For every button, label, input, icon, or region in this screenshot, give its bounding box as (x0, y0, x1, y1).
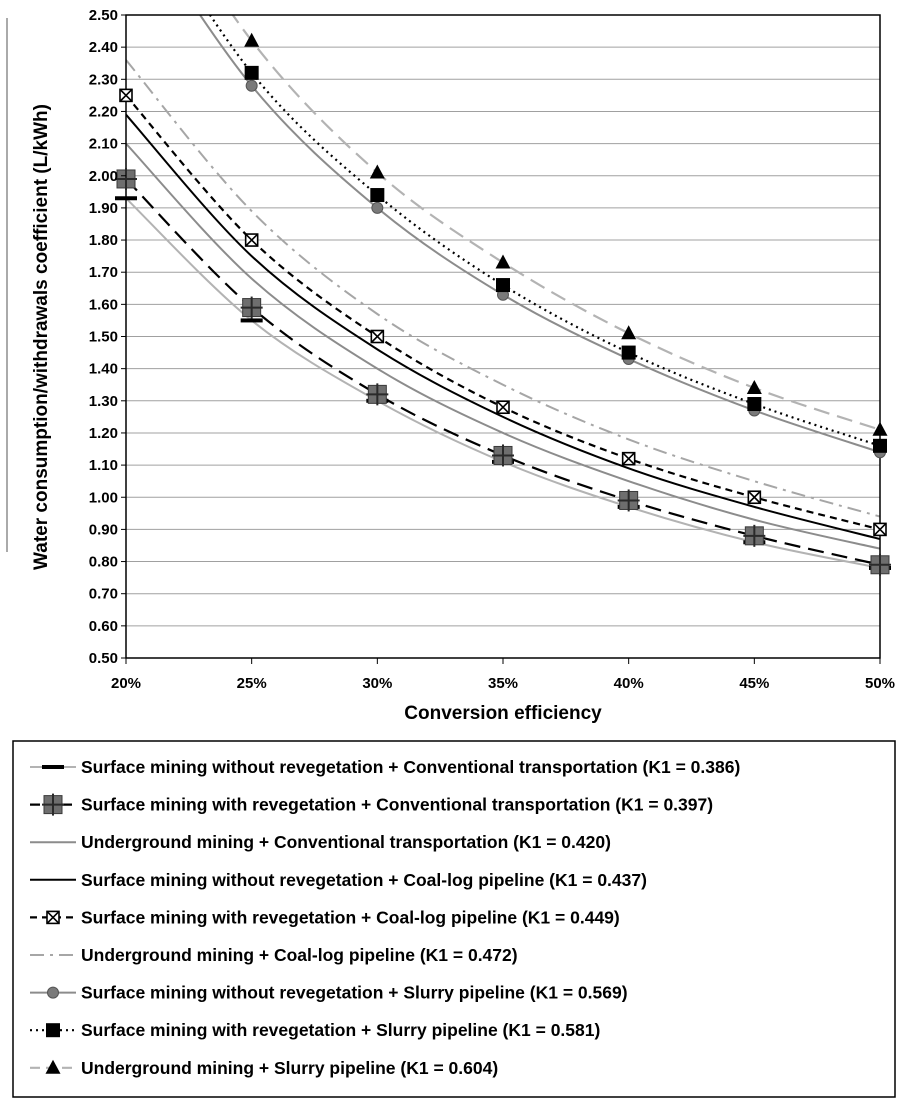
data-point (244, 32, 260, 47)
y-tick-label: 0.90 (89, 521, 118, 538)
y-tick-label: 2.50 (89, 7, 118, 24)
legend-entry: Underground mining + Coal-log pipeline (… (81, 945, 518, 965)
y-axis-ticks: 0.50 0.60 0.70 0.80 0.90 1.00 1.10 1.20 1.30 1.40… (89, 7, 126, 667)
x-tick-label: 40% (614, 675, 644, 692)
legend-box (12, 740, 896, 1098)
series-line (231, 15, 880, 431)
data-point (240, 318, 263, 323)
y-tick-label: 2.30 (89, 71, 118, 88)
legend-entry: Surface mining without revegetation + Sl… (81, 983, 628, 1003)
series-line (126, 142, 880, 550)
series-line (126, 113, 880, 541)
y-tick-label: 1.90 (89, 200, 118, 217)
series-line (126, 197, 880, 569)
legend-entry: Surface mining with revegetation + Slurr… (81, 1020, 600, 1040)
legend-entry: Surface mining without revegetation + Co… (81, 757, 740, 777)
data-point (621, 451, 636, 466)
data-point (366, 383, 389, 406)
data-point (244, 233, 259, 247)
legend-entry: Underground mining + Conventional transp… (81, 832, 611, 852)
series-line (208, 15, 880, 447)
data-point (119, 88, 133, 103)
data-point (369, 164, 385, 179)
data-point (370, 188, 385, 203)
legend-swatch-marker (42, 793, 64, 816)
data-point (244, 65, 259, 80)
data-point (115, 167, 137, 190)
y-tick-label: 0.70 (89, 586, 118, 603)
grid-lines (126, 14, 880, 659)
data-point (621, 345, 636, 360)
data-point (746, 379, 762, 394)
legend: Surface mining without revegetation + Co… (30, 757, 740, 1078)
y-tick-label: 1.70 (89, 264, 118, 281)
series-line (126, 59, 880, 518)
y-tick-label: 0.80 (89, 554, 118, 571)
legend-swatch-marker (42, 765, 64, 769)
legend-entry: Surface mining with revegetation + Coal-… (81, 907, 620, 927)
data-point (743, 524, 766, 547)
data-point (621, 325, 637, 340)
data-point (747, 490, 762, 505)
data-point (873, 522, 887, 537)
data-point (492, 444, 514, 467)
data-point (617, 489, 640, 512)
y-tick-label: 1.30 (89, 393, 118, 410)
data-point (245, 79, 258, 92)
x-tick-label: 50% (865, 675, 895, 692)
data-point (873, 438, 887, 453)
y-tick-label: 1.10 (89, 457, 118, 474)
y-tick-label: 1.20 (89, 425, 118, 442)
x-axis-ticks: 20% 25% 30% 35% 40% 45% 50% (111, 658, 895, 692)
legend-swatch-marker (45, 1059, 61, 1074)
data-point (370, 329, 385, 344)
y-axis-title: Water consumption/withdrawals coefficien… (31, 104, 52, 570)
series-line (126, 178, 880, 566)
y-tick-label: 0.60 (89, 618, 118, 635)
legend-entry: Surface mining with revegetation + Conve… (81, 795, 713, 815)
data-point (747, 397, 762, 412)
legend-swatch-marker (47, 986, 59, 999)
data-point (240, 296, 263, 319)
y-tick-label: 2.10 (89, 136, 118, 153)
data-point (115, 196, 137, 201)
x-tick-label: 30% (362, 675, 392, 692)
y-tick-label: 1.60 (89, 296, 118, 313)
y-tick-label: 2.40 (89, 39, 118, 56)
data-point (496, 400, 510, 415)
x-tick-label: 35% (488, 675, 518, 692)
data-point (869, 553, 891, 576)
y-tick-label: 0.50 (89, 650, 118, 667)
y-tick-label: 1.80 (89, 232, 118, 249)
y-tick-label: 1.40 (89, 361, 118, 378)
legend-entry: Surface mining without revegetation + Co… (81, 870, 647, 890)
y-tick-label: 2.00 (89, 168, 118, 185)
data-point (495, 254, 511, 269)
y-tick-label: 2.20 (89, 103, 118, 120)
y-tick-label: 1.00 (89, 489, 118, 506)
data-point (872, 421, 888, 436)
x-tick-label: 45% (739, 675, 769, 692)
legend-swatch-marker (46, 910, 60, 925)
data-point (496, 278, 510, 293)
data-point (371, 201, 384, 214)
y-tick-label: 1.50 (89, 329, 118, 346)
x-axis-title: Conversion efficiency (404, 703, 602, 724)
series-markers (115, 32, 891, 576)
x-tick-label: 25% (237, 675, 267, 692)
x-tick-label: 20% (111, 675, 141, 692)
legend-entry: Underground mining + Slurry pipeline (K1… (81, 1058, 498, 1078)
legend-swatch-marker (46, 1023, 60, 1038)
